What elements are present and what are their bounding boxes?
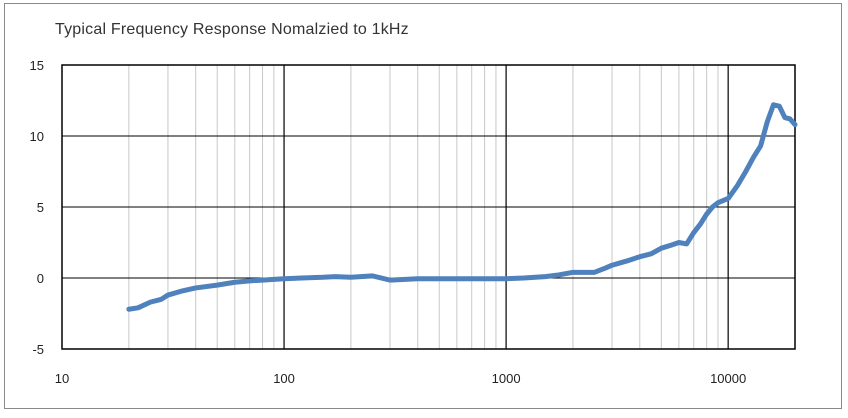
y-tick-label: 5 bbox=[37, 200, 44, 215]
y-tick-label: 10 bbox=[30, 129, 44, 144]
x-tick-label: 100 bbox=[273, 371, 295, 386]
x-tick-label: 1000 bbox=[492, 371, 521, 386]
plot-area-border bbox=[61, 64, 796, 350]
response-curve-line bbox=[126, 102, 798, 312]
chart-frame bbox=[4, 3, 842, 409]
chart-title: Typical Frequency Response Nomalzied to … bbox=[55, 21, 409, 38]
y-tick-label: 0 bbox=[37, 271, 44, 286]
x-tick-label: 10000 bbox=[710, 371, 746, 386]
y-tick-label: 15 bbox=[30, 58, 44, 73]
tick-labels: -5 0 5 10 15 10 100 1000 10000 bbox=[30, 58, 747, 386]
x-tick-label: 10 bbox=[55, 371, 69, 386]
y-tick-label: -5 bbox=[32, 342, 44, 357]
grid-layer bbox=[62, 65, 795, 349]
